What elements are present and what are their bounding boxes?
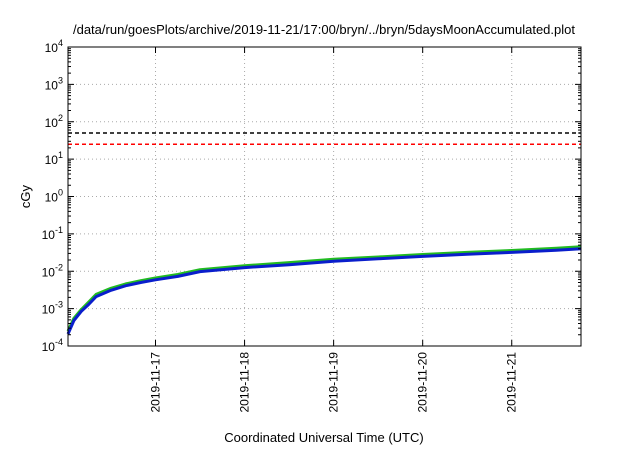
y-tick-label: 10-1 [42,225,63,242]
data-series [66,245,582,335]
y-tick-label: 10-2 [42,262,63,279]
y-tick-label: 10-3 [42,300,63,317]
x-axis-ticks: 2019-11-17 2019-11-18 2019-11-19 2019-11-20… [149,47,519,413]
y-tick-label: 103 [45,75,63,92]
chart-title: /data/run/goesPlots/archive/2019-11-21/1… [73,22,575,37]
series-line [66,247,582,335]
x-tick-label: 2019-11-17 [149,352,163,413]
series-line [66,245,582,332]
x-tick-label: 2019-11-19 [327,352,341,413]
x-tick-label: 2019-11-21 [505,352,519,413]
y-tick-label: 101 [45,150,63,167]
x-axis-label: Coordinated Universal Time (UTC) [224,430,423,445]
x-tick-label: 2019-11-20 [416,352,430,413]
y-axis-label: cGy [18,184,33,208]
y-tick-label: 10-4 [42,337,63,354]
y-tick-label: 100 [45,188,63,205]
y-tick-label: 102 [45,113,63,130]
y-tick-label: 104 [45,38,63,55]
x-tick-label: 2019-11-18 [238,352,252,413]
grid-lines [68,47,581,346]
reference-lines [68,132,581,146]
